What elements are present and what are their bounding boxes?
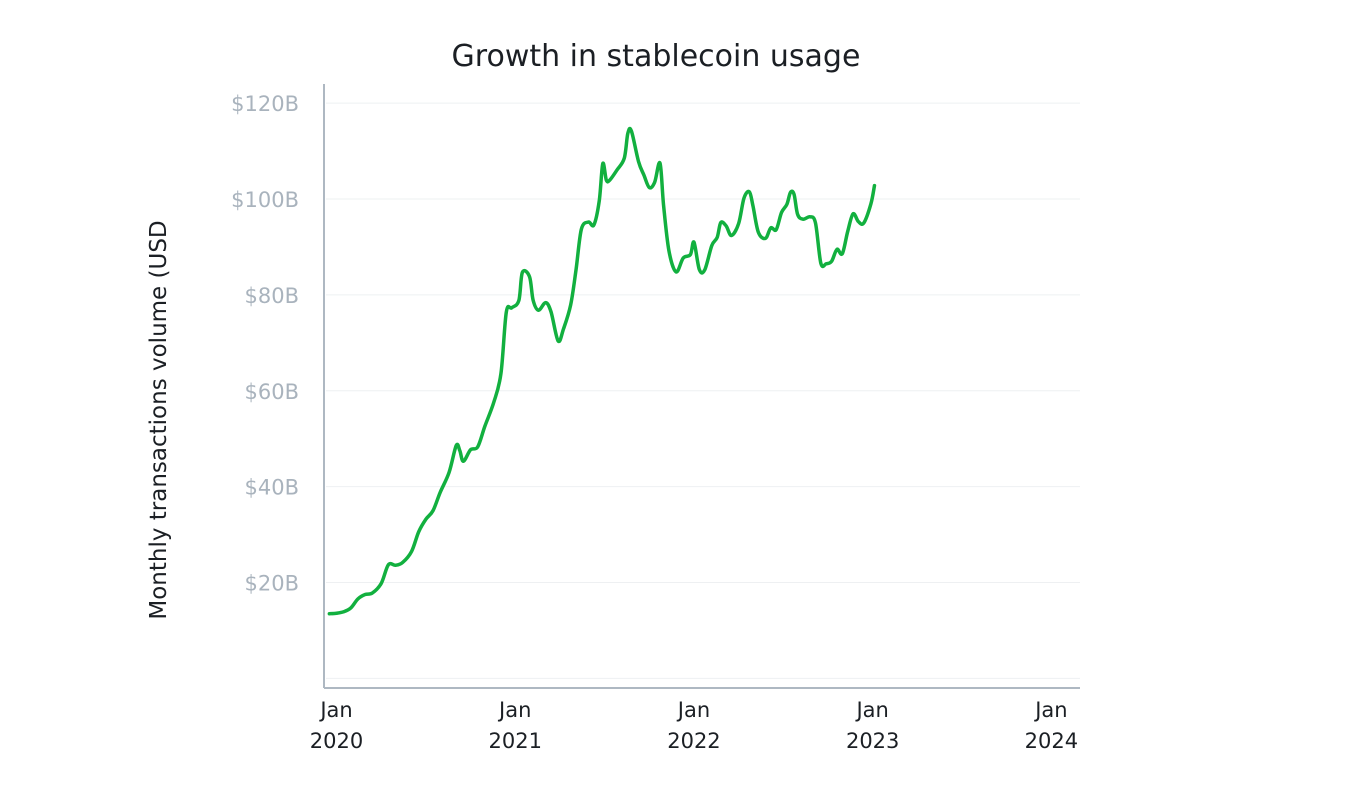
x-tick-label-year: 2021 xyxy=(489,729,542,753)
series-line xyxy=(327,126,877,616)
x-tick-label-year: 2023 xyxy=(846,729,899,753)
data-series xyxy=(327,126,877,616)
y-tick-labels: $120B $100B $80B $60B $40B $20B xyxy=(231,92,299,595)
y-tick-label: $60B xyxy=(245,380,300,404)
x-tick-label-month: Jan xyxy=(318,698,352,722)
x-tick-label-month: Jan xyxy=(854,698,888,722)
y-axis-label: Monthly transactions volume (USD xyxy=(146,220,172,619)
axes xyxy=(323,84,1080,689)
y-tick-label: $40B xyxy=(245,476,300,500)
x-tick-label-month: Jan xyxy=(497,698,531,722)
y-tick-label: $120B xyxy=(231,92,299,116)
x-tick-label-month: Jan xyxy=(676,698,710,722)
x-tick-label-year: 2022 xyxy=(667,729,720,753)
x-tick-label-month: Jan xyxy=(1033,698,1067,722)
x-tick-label-year: 2020 xyxy=(310,729,363,753)
y-tick-label: $100B xyxy=(231,188,299,212)
x-tick-label-year: 2024 xyxy=(1025,729,1078,753)
y-tick-label: $80B xyxy=(245,284,300,308)
chart-title: Growth in stablecoin usage xyxy=(452,39,861,74)
y-tick-label: $20B xyxy=(245,572,300,596)
grid-lines xyxy=(326,102,1080,679)
x-tick-labels: Jan 2020 Jan 2021 Jan 2022 Jan 2023 Jan 2024 xyxy=(310,698,1078,753)
